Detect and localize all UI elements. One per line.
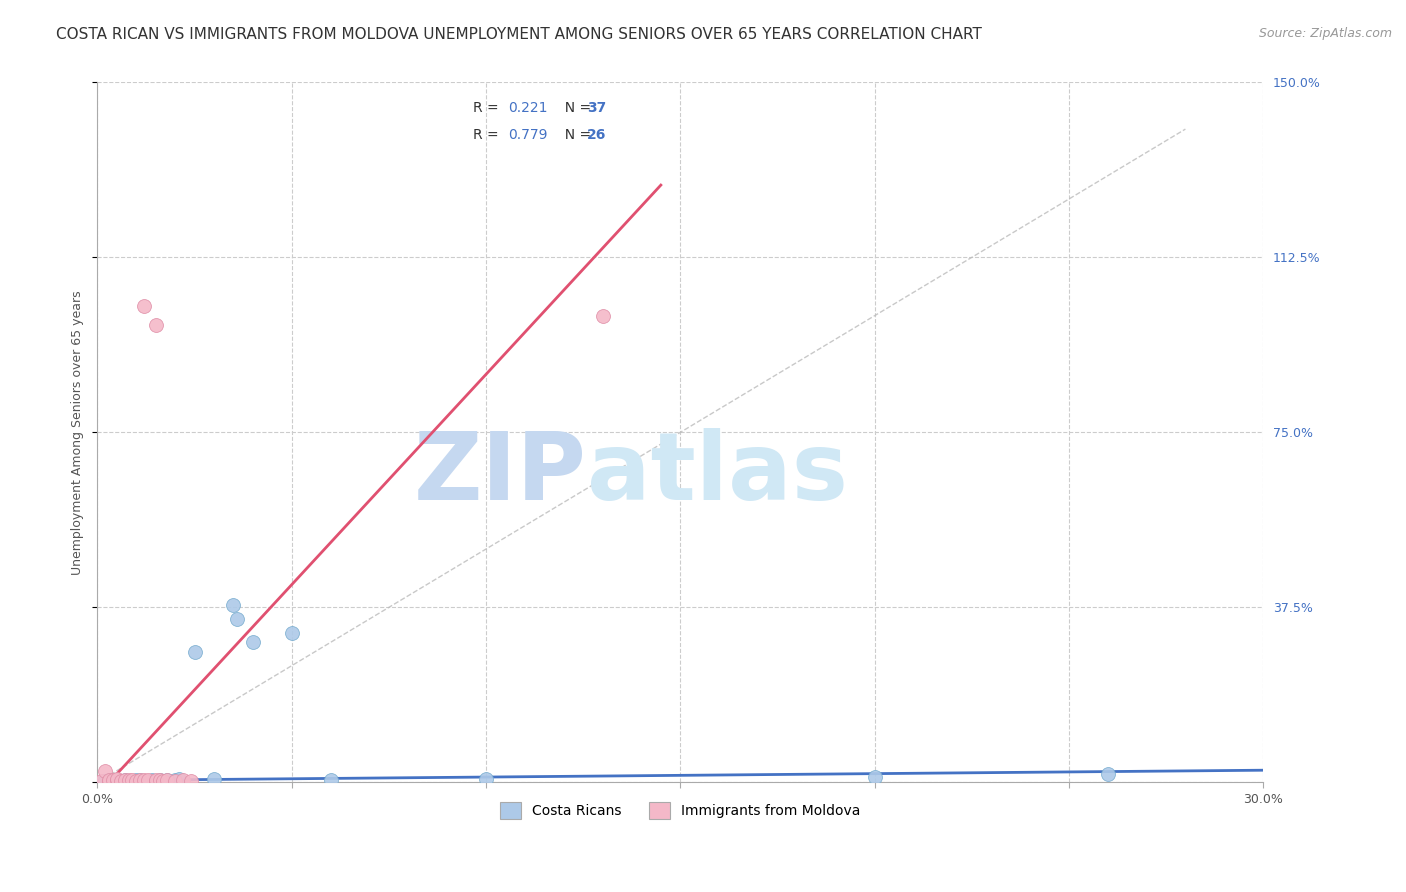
Y-axis label: Unemployment Among Seniors over 65 years: Unemployment Among Seniors over 65 years [72, 290, 84, 574]
Point [110, 773, 132, 788]
Point [110, 774, 132, 789]
Point [242, 635, 264, 649]
Point [105, 772, 128, 786]
Text: atlas: atlas [588, 428, 848, 520]
Point [110, 773, 132, 788]
Point [180, 773, 202, 788]
Point [129, 773, 152, 788]
Point [145, 773, 167, 788]
Text: 26: 26 [588, 128, 606, 142]
Text: N =: N = [555, 102, 595, 115]
Point [98, 772, 121, 787]
Point [132, 773, 155, 788]
Text: 0.221: 0.221 [508, 102, 547, 115]
Point [280, 626, 302, 640]
Point [98, 773, 121, 788]
Text: 37: 37 [588, 102, 606, 115]
Point [165, 772, 187, 787]
Point [90, 773, 112, 788]
Point [172, 772, 194, 787]
Point [125, 773, 148, 788]
Point [101, 775, 124, 789]
Point [98, 773, 121, 788]
Point [98, 775, 121, 789]
Point [156, 772, 179, 787]
Point [121, 773, 143, 788]
Point [145, 318, 167, 332]
Point [222, 598, 245, 612]
Text: R =: R = [472, 128, 508, 142]
Point [114, 772, 136, 787]
Text: Source: ZipAtlas.com: Source: ZipAtlas.com [1258, 27, 1392, 40]
Point [152, 773, 174, 788]
Point [136, 772, 159, 787]
Point [319, 772, 342, 787]
Point [117, 773, 139, 788]
Text: R =: R = [472, 102, 508, 115]
Text: COSTA RICAN VS IMMIGRANTS FROM MOLDOVA UNEMPLOYMENT AMONG SENIORS OVER 65 YEARS : COSTA RICAN VS IMMIGRANTS FROM MOLDOVA U… [56, 27, 983, 42]
Point [125, 773, 148, 788]
Point [129, 773, 152, 788]
Point [183, 645, 205, 659]
Point [152, 774, 174, 789]
Point [165, 773, 187, 788]
Point [156, 773, 179, 788]
Point [202, 772, 225, 786]
Point [105, 773, 128, 788]
Point [121, 772, 143, 787]
Point [145, 773, 167, 788]
Point [101, 773, 124, 788]
Point [475, 772, 498, 786]
Point [1097, 767, 1119, 781]
Point [592, 309, 614, 323]
Point [114, 775, 136, 789]
Text: ZIP: ZIP [415, 428, 588, 520]
Point [125, 772, 148, 787]
Point [149, 773, 172, 788]
Point [136, 774, 159, 789]
Point [90, 775, 112, 789]
Point [132, 300, 155, 314]
Point [141, 772, 163, 787]
Point [105, 772, 128, 787]
Point [94, 774, 117, 789]
Point [226, 612, 249, 626]
Point [167, 772, 190, 786]
Point [94, 773, 117, 788]
Legend: Costa Ricans, Immigrants from Moldova: Costa Ricans, Immigrants from Moldova [495, 797, 866, 824]
Point [114, 773, 136, 788]
Point [117, 774, 139, 789]
Point [101, 774, 124, 789]
Text: 0.779: 0.779 [508, 128, 547, 142]
Point [105, 772, 128, 787]
Point [145, 773, 167, 788]
Text: N =: N = [555, 128, 595, 142]
Point [863, 770, 886, 784]
Point [132, 772, 155, 787]
Point [94, 764, 117, 778]
Point [149, 772, 172, 787]
